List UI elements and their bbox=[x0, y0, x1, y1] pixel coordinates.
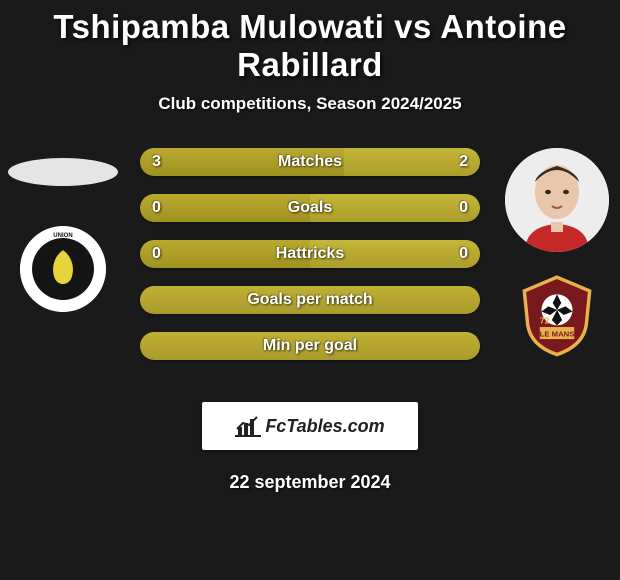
stat-row: 00Goals bbox=[140, 194, 480, 222]
comparison-infographic: Tshipamba Mulowati vs Antoine Rabillard … bbox=[0, 0, 620, 580]
club-badge-left: UNION bbox=[20, 226, 106, 312]
stat-row: Min per goal bbox=[140, 332, 480, 360]
player-avatar-right bbox=[505, 148, 609, 252]
club-badge-right: LE MANS 72 bbox=[514, 272, 600, 358]
svg-text:LE MANS: LE MANS bbox=[540, 330, 575, 339]
usq-badge-icon: UNION bbox=[20, 226, 106, 312]
lemans-badge-icon: LE MANS 72 bbox=[514, 272, 600, 358]
watermark-text: FcTables.com bbox=[265, 416, 384, 437]
page-title: Tshipamba Mulowati vs Antoine Rabillard bbox=[0, 8, 620, 84]
chart-icon bbox=[235, 415, 261, 437]
date-line: 22 september 2024 bbox=[0, 472, 620, 493]
compare-area: UNION bbox=[0, 148, 620, 388]
right-player-column: LE MANS 72 bbox=[502, 148, 612, 358]
stat-bars: 32Matches 00Goals 00Hattricks Goals per mat… bbox=[140, 148, 480, 360]
page-subtitle: Club competitions, Season 2024/2025 bbox=[0, 94, 620, 114]
stat-row: Goals per match bbox=[140, 286, 480, 314]
svg-text:UNION: UNION bbox=[53, 233, 72, 239]
stat-row: 00Hattricks bbox=[140, 240, 480, 268]
player-avatar-left bbox=[8, 158, 118, 186]
left-player-column: UNION bbox=[8, 148, 118, 312]
watermark: FcTables.com bbox=[202, 402, 418, 450]
stat-row: 32Matches bbox=[140, 148, 480, 176]
svg-text:72: 72 bbox=[540, 316, 550, 326]
